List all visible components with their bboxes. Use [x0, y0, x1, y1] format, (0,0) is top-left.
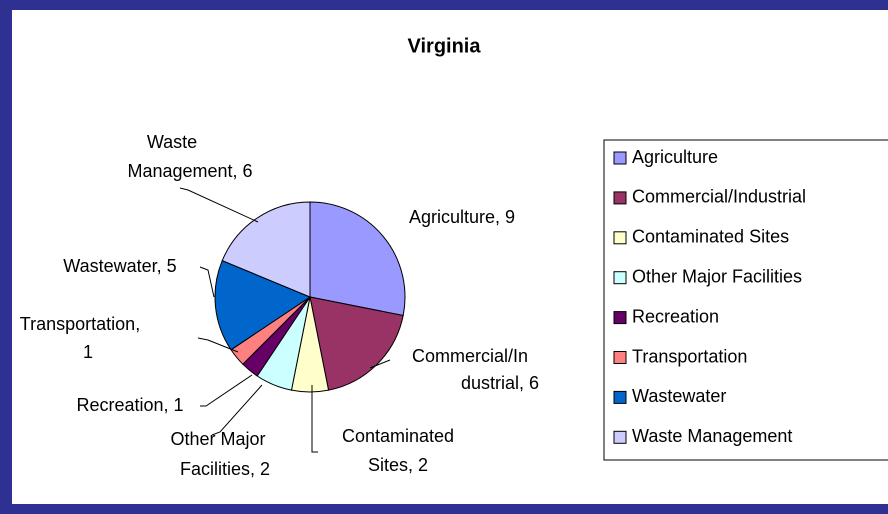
leader-line	[199, 266, 215, 298]
legend-swatch	[613, 390, 627, 404]
data-label: Contaminated	[342, 426, 454, 446]
legend-swatch	[613, 311, 627, 325]
pie-slice	[214, 259, 312, 351]
data-label: Recreation, 1	[76, 395, 183, 415]
data-label: dustrial, 6	[461, 373, 539, 393]
data-label: Management, 6	[127, 161, 252, 181]
pie-slice	[309, 296, 404, 391]
data-label: Wastewater, 5	[63, 256, 176, 276]
leader-line	[200, 374, 253, 407]
legend-label: Agriculture	[632, 147, 718, 167]
data-label: Transportation,	[20, 314, 140, 334]
legend-swatch	[613, 271, 627, 285]
legend-label: Commercial/Industrial	[632, 187, 806, 207]
legend-label: Wastewater	[632, 386, 726, 406]
legend-label: Transportation	[632, 346, 747, 366]
data-label: Agriculture, 9	[409, 207, 515, 227]
data-label: 1	[83, 342, 93, 362]
leader-line	[211, 384, 263, 436]
legend-label: Other Major Facilities	[632, 266, 802, 286]
data-label: Other Major	[170, 429, 265, 449]
legend-swatch	[613, 430, 627, 444]
legend-swatch	[613, 191, 627, 205]
legend-swatch	[613, 151, 627, 165]
leader-line	[197, 337, 239, 353]
chart-title: Virginia	[408, 35, 482, 57]
legend	[603, 139, 888, 461]
legend-swatch	[613, 231, 627, 245]
pie-slice	[221, 201, 311, 298]
legend-label: Recreation	[632, 306, 719, 326]
leader-line	[369, 359, 391, 369]
legend-label: Contaminated Sites	[632, 227, 789, 247]
legend-swatch	[613, 351, 627, 364]
data-label: Commercial/In	[412, 346, 528, 366]
data-label: Waste	[147, 132, 197, 152]
pie-slice	[309, 201, 406, 317]
leader-line	[311, 385, 318, 453]
leader-line	[179, 187, 259, 223]
data-label: Sites, 2	[368, 455, 428, 475]
legend-label: Waste Management	[632, 426, 792, 446]
data-label: Facilities, 2	[180, 459, 270, 479]
